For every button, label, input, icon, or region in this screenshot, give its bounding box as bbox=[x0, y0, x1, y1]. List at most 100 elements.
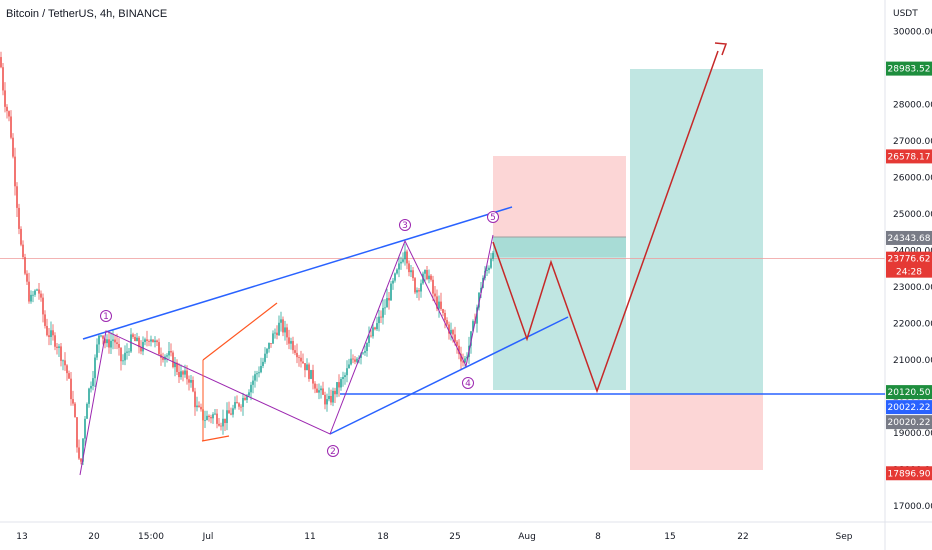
blue-level-tag-bg bbox=[886, 400, 932, 415]
candle-body bbox=[424, 270, 426, 274]
candle-body bbox=[452, 329, 454, 335]
candle-body bbox=[492, 252, 494, 259]
candle-body bbox=[40, 293, 42, 298]
candle-body bbox=[92, 378, 94, 386]
candle-body bbox=[340, 379, 342, 388]
candle-body bbox=[322, 388, 324, 395]
candle-body bbox=[314, 383, 316, 389]
candle-body bbox=[114, 339, 116, 343]
candle-body bbox=[196, 405, 198, 408]
candle-body bbox=[96, 344, 98, 358]
candle-body bbox=[390, 283, 392, 301]
candle-body bbox=[476, 307, 478, 324]
candle-body bbox=[364, 351, 366, 353]
candle-body bbox=[64, 360, 66, 366]
candle-body bbox=[274, 332, 276, 334]
support-tag: 20120.50 bbox=[888, 388, 931, 398]
candle-body bbox=[104, 338, 106, 344]
candle-body bbox=[48, 335, 50, 338]
short-target-zone bbox=[493, 257, 626, 390]
candle-body bbox=[352, 358, 354, 360]
time-tick-label: Jul bbox=[202, 532, 214, 542]
time-tick-label: 20 bbox=[88, 532, 100, 542]
candle-body bbox=[466, 356, 468, 359]
wave-labels: 1 2 3 4 5 bbox=[100, 211, 499, 457]
candle-body bbox=[46, 325, 48, 336]
candle-body bbox=[188, 379, 190, 383]
candle-body bbox=[38, 289, 40, 294]
candle-body bbox=[106, 339, 108, 344]
wave-label-circle bbox=[100, 310, 112, 322]
candle-body bbox=[146, 339, 148, 341]
candle-body bbox=[214, 413, 216, 415]
candle-body bbox=[240, 406, 242, 408]
candle-body bbox=[384, 307, 386, 309]
time-tick-label: 8 bbox=[595, 532, 601, 542]
candle-body bbox=[68, 373, 70, 379]
candle-body bbox=[306, 364, 308, 371]
candle-body bbox=[186, 370, 188, 380]
candle-body bbox=[122, 360, 124, 362]
price-tick-label: 17000.00 bbox=[893, 502, 932, 512]
candle-body bbox=[416, 290, 418, 293]
candle-body bbox=[170, 351, 172, 353]
candle-body bbox=[120, 347, 122, 362]
candle-body bbox=[44, 314, 46, 326]
short-stop-tag: 26578.17 bbox=[888, 152, 931, 162]
candle-body bbox=[90, 385, 92, 389]
candle-body bbox=[128, 351, 130, 353]
wave-label-5: 5 bbox=[490, 213, 496, 223]
candle-body bbox=[142, 342, 144, 352]
candle-body bbox=[236, 402, 238, 404]
candle-body bbox=[400, 261, 402, 264]
long-stop-tag-bg bbox=[886, 466, 932, 481]
candle-body bbox=[42, 297, 44, 315]
candle-body bbox=[0, 57, 2, 68]
support-tag-bg bbox=[886, 385, 932, 400]
candle-body bbox=[24, 257, 26, 274]
candle-body bbox=[464, 358, 466, 363]
candle-body bbox=[100, 335, 102, 337]
candle-body bbox=[176, 362, 178, 372]
current-price-tag: 23776.62 bbox=[888, 255, 931, 265]
wave-label-circle bbox=[462, 377, 474, 389]
upper-trendline bbox=[82, 206, 513, 340]
candle-body bbox=[286, 327, 288, 338]
candle-body bbox=[154, 340, 156, 343]
candle-body bbox=[332, 390, 334, 403]
price-tick-label: 25000.00 bbox=[893, 210, 932, 220]
candle-body bbox=[318, 390, 320, 393]
candle-body bbox=[84, 418, 86, 439]
candle-body bbox=[446, 320, 448, 325]
candle-body bbox=[302, 361, 304, 364]
candle-body bbox=[254, 374, 256, 381]
candle-body bbox=[32, 294, 34, 296]
candle-body bbox=[140, 347, 142, 352]
candle-body bbox=[12, 137, 14, 157]
candle-body bbox=[406, 251, 408, 264]
time-tick-label: 15 bbox=[664, 532, 675, 542]
candle-body bbox=[278, 322, 280, 336]
candle-body bbox=[298, 357, 300, 359]
candle-body bbox=[436, 296, 438, 309]
candle-body bbox=[88, 388, 90, 404]
candle-body bbox=[260, 365, 262, 373]
candle-body bbox=[276, 332, 278, 336]
chart-drawings bbox=[79, 42, 885, 476]
candle-body bbox=[200, 406, 202, 410]
candle-body bbox=[398, 263, 400, 270]
candle-body bbox=[144, 339, 146, 343]
candle-body bbox=[460, 354, 462, 362]
candle-body bbox=[346, 368, 348, 376]
candle-body bbox=[206, 415, 208, 420]
candle-body bbox=[4, 90, 6, 107]
candle-body bbox=[304, 363, 306, 371]
candle-body bbox=[16, 186, 18, 208]
candle-body bbox=[438, 301, 440, 309]
price-tick-label: 24000.00 bbox=[893, 247, 932, 257]
gray-level-tag: 20020.22 bbox=[888, 418, 931, 428]
orange-segment-top bbox=[202, 302, 278, 361]
candle-body bbox=[450, 329, 452, 334]
candle-body bbox=[232, 408, 234, 415]
